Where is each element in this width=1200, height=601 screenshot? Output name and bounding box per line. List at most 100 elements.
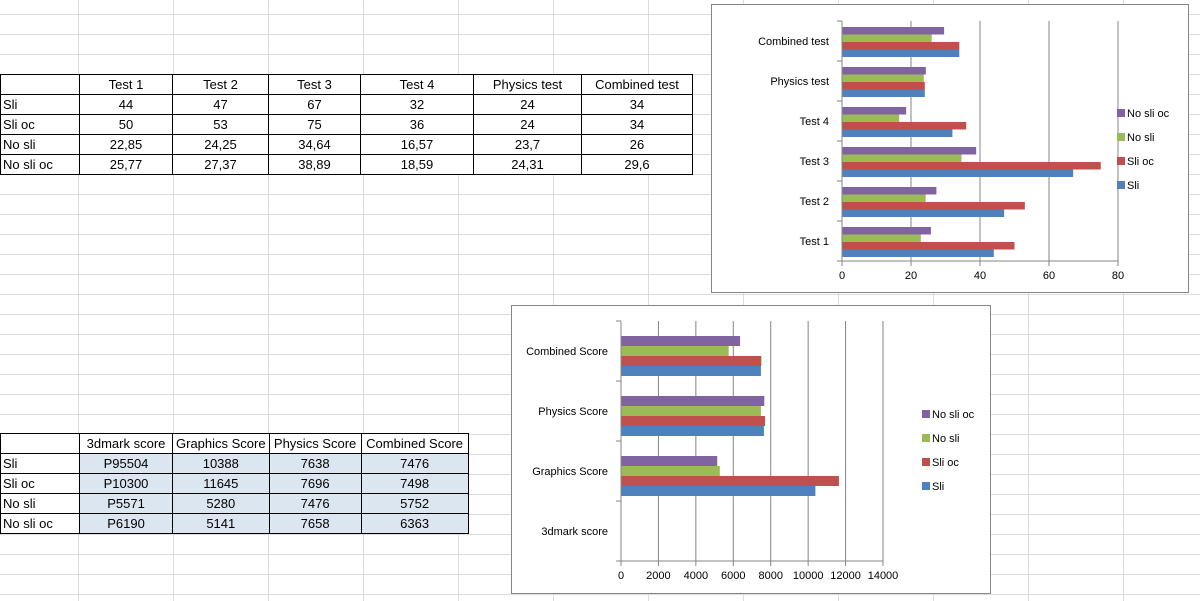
table-cell[interactable]: 11645	[172, 473, 270, 494]
table-cell[interactable]: 7696	[268, 473, 362, 494]
row-label-cell[interactable]: No sli	[0, 134, 80, 155]
category-label: Combined test	[758, 36, 829, 48]
table-cell[interactable]: P5571	[79, 493, 173, 514]
row-label-cell[interactable]: Sli oc	[0, 114, 80, 135]
header-cell[interactable]: Combined Score	[360, 433, 469, 454]
bar-no-sli-oc	[621, 456, 718, 466]
header-cell[interactable]: Test 3	[268, 74, 361, 95]
table-cell[interactable]: 34,64	[268, 134, 361, 155]
table-header-row: Test 1 Test 2 Test 3 Test 4 Physics test…	[0, 74, 693, 95]
legend-label: No sli oc	[1127, 108, 1170, 120]
table-cell[interactable]: 7476	[268, 493, 362, 514]
table-row: No sli P5571 5280 7476 5752	[0, 493, 469, 514]
table-cell[interactable]: 22,85	[79, 134, 173, 155]
header-cell[interactable]: Test 4	[360, 74, 474, 95]
row-label-cell[interactable]: No sli oc	[0, 513, 80, 534]
table-cell[interactable]: 6363	[360, 513, 469, 534]
row-label-cell[interactable]: Sli oc	[0, 473, 80, 494]
x-tick-label: 10000	[793, 570, 824, 582]
bar-no-sli-oc	[842, 187, 937, 195]
legend-label: No sli	[1127, 132, 1155, 144]
bar-sli-oc	[621, 416, 766, 426]
table-cell[interactable]: P6190	[79, 513, 173, 534]
bar-sli-oc	[842, 202, 1025, 210]
table-row: No sli 22,85 24,25 34,64 16,57 23,7 26	[0, 134, 693, 155]
x-tick-label: 12000	[830, 570, 861, 582]
bar-sli	[842, 209, 1005, 217]
bar-sli-oc	[842, 82, 925, 90]
table-cell[interactable]: 16,57	[360, 134, 474, 155]
table-cell[interactable]: 7498	[360, 473, 469, 494]
header-cell[interactable]: Test 2	[172, 74, 269, 95]
table-cell[interactable]: 7476	[360, 453, 469, 474]
table-cell[interactable]: 27,37	[172, 154, 269, 175]
table-cell[interactable]: 5752	[360, 493, 469, 514]
bar-no-sli	[842, 234, 921, 242]
table-cell[interactable]: 5141	[172, 513, 270, 534]
table-cell[interactable]: 18,59	[360, 154, 474, 175]
table-cell[interactable]: 7658	[268, 513, 362, 534]
table-cell[interactable]: P10300	[79, 473, 173, 494]
table-cell[interactable]: 24	[473, 94, 582, 115]
table-cell[interactable]: 23,7	[473, 134, 582, 155]
row-label-cell[interactable]: Sli	[0, 453, 80, 474]
table-cell[interactable]: P95504	[79, 453, 173, 474]
corner-cell[interactable]	[0, 433, 80, 454]
table-cell[interactable]: 24	[473, 114, 582, 135]
table-cell[interactable]: 47	[172, 94, 269, 115]
results-table: Test 1 Test 2 Test 3 Test 4 Physics test…	[0, 74, 693, 175]
table-cell[interactable]: 24,25	[172, 134, 269, 155]
bar-no-sli-oc	[621, 396, 765, 406]
header-cell[interactable]: Physics test	[473, 74, 582, 95]
scores-bar-chart[interactable]: 3dmark score Graphics Score Physics Score C…	[511, 305, 991, 594]
category-label: Physics test	[770, 76, 829, 88]
header-cell[interactable]: Test 1	[79, 74, 173, 95]
bar-sli-oc	[842, 242, 1015, 250]
table-cell[interactable]: 38,89	[268, 154, 361, 175]
legend-swatch	[922, 458, 930, 466]
table-cell[interactable]: 29,6	[581, 154, 693, 175]
legend-swatch	[1117, 109, 1125, 117]
bar-no-sli	[842, 34, 932, 42]
x-tick-label: 60	[1043, 270, 1055, 282]
table-cell[interactable]: 53	[172, 114, 269, 135]
corner-cell[interactable]	[0, 74, 80, 95]
table-cell[interactable]: 26	[581, 134, 693, 155]
bar-no-sli-oc	[842, 227, 931, 235]
table-cell[interactable]: 50	[79, 114, 173, 135]
bar-sli	[842, 129, 953, 137]
table-cell[interactable]: 24,31	[473, 154, 582, 175]
category-label: Test 3	[800, 156, 829, 168]
table-cell[interactable]: 7638	[268, 453, 362, 474]
header-cell[interactable]: 3dmark score	[79, 433, 173, 454]
table-cell[interactable]: 75	[268, 114, 361, 135]
tests-bar-chart[interactable]: Test 1 Test 2 Test 3 Test 4 Physics test Comb…	[711, 4, 1189, 293]
table-cell[interactable]: 44	[79, 94, 173, 115]
legend-swatch	[1117, 133, 1125, 141]
table-cell[interactable]: 34	[581, 114, 693, 135]
row-label-cell[interactable]: No sli oc	[0, 154, 80, 175]
x-tick-label: 14000	[868, 570, 899, 582]
table-cell[interactable]: 32	[360, 94, 474, 115]
row-label-cell[interactable]: No sli	[0, 493, 80, 514]
bar-sli	[621, 426, 764, 436]
bar-no-sli-oc	[842, 107, 907, 115]
table-cell[interactable]: 10388	[172, 453, 270, 474]
legend-label: Sli	[1127, 180, 1139, 192]
header-cell[interactable]: Combined test	[581, 74, 693, 95]
table-cell[interactable]: 67	[268, 94, 361, 115]
table-cell[interactable]: 25,77	[79, 154, 173, 175]
header-cell[interactable]: Graphics Score	[172, 433, 270, 454]
table-cell[interactable]: 34	[581, 94, 693, 115]
category-label: Combined Score	[526, 346, 608, 358]
table-row: Sli oc P10300 11645 7696 7498	[0, 473, 469, 494]
header-cell[interactable]: Physics Score	[268, 433, 362, 454]
table-cell[interactable]: 36	[360, 114, 474, 135]
legend-label: Sli oc	[1127, 156, 1154, 168]
bar-sli	[621, 486, 816, 496]
bar-sli	[842, 249, 994, 257]
category-label: Test 2	[800, 196, 829, 208]
scores-table: 3dmark score Graphics Score Physics Scor…	[0, 433, 469, 534]
row-label-cell[interactable]: Sli	[0, 94, 80, 115]
table-cell[interactable]: 5280	[172, 493, 270, 514]
